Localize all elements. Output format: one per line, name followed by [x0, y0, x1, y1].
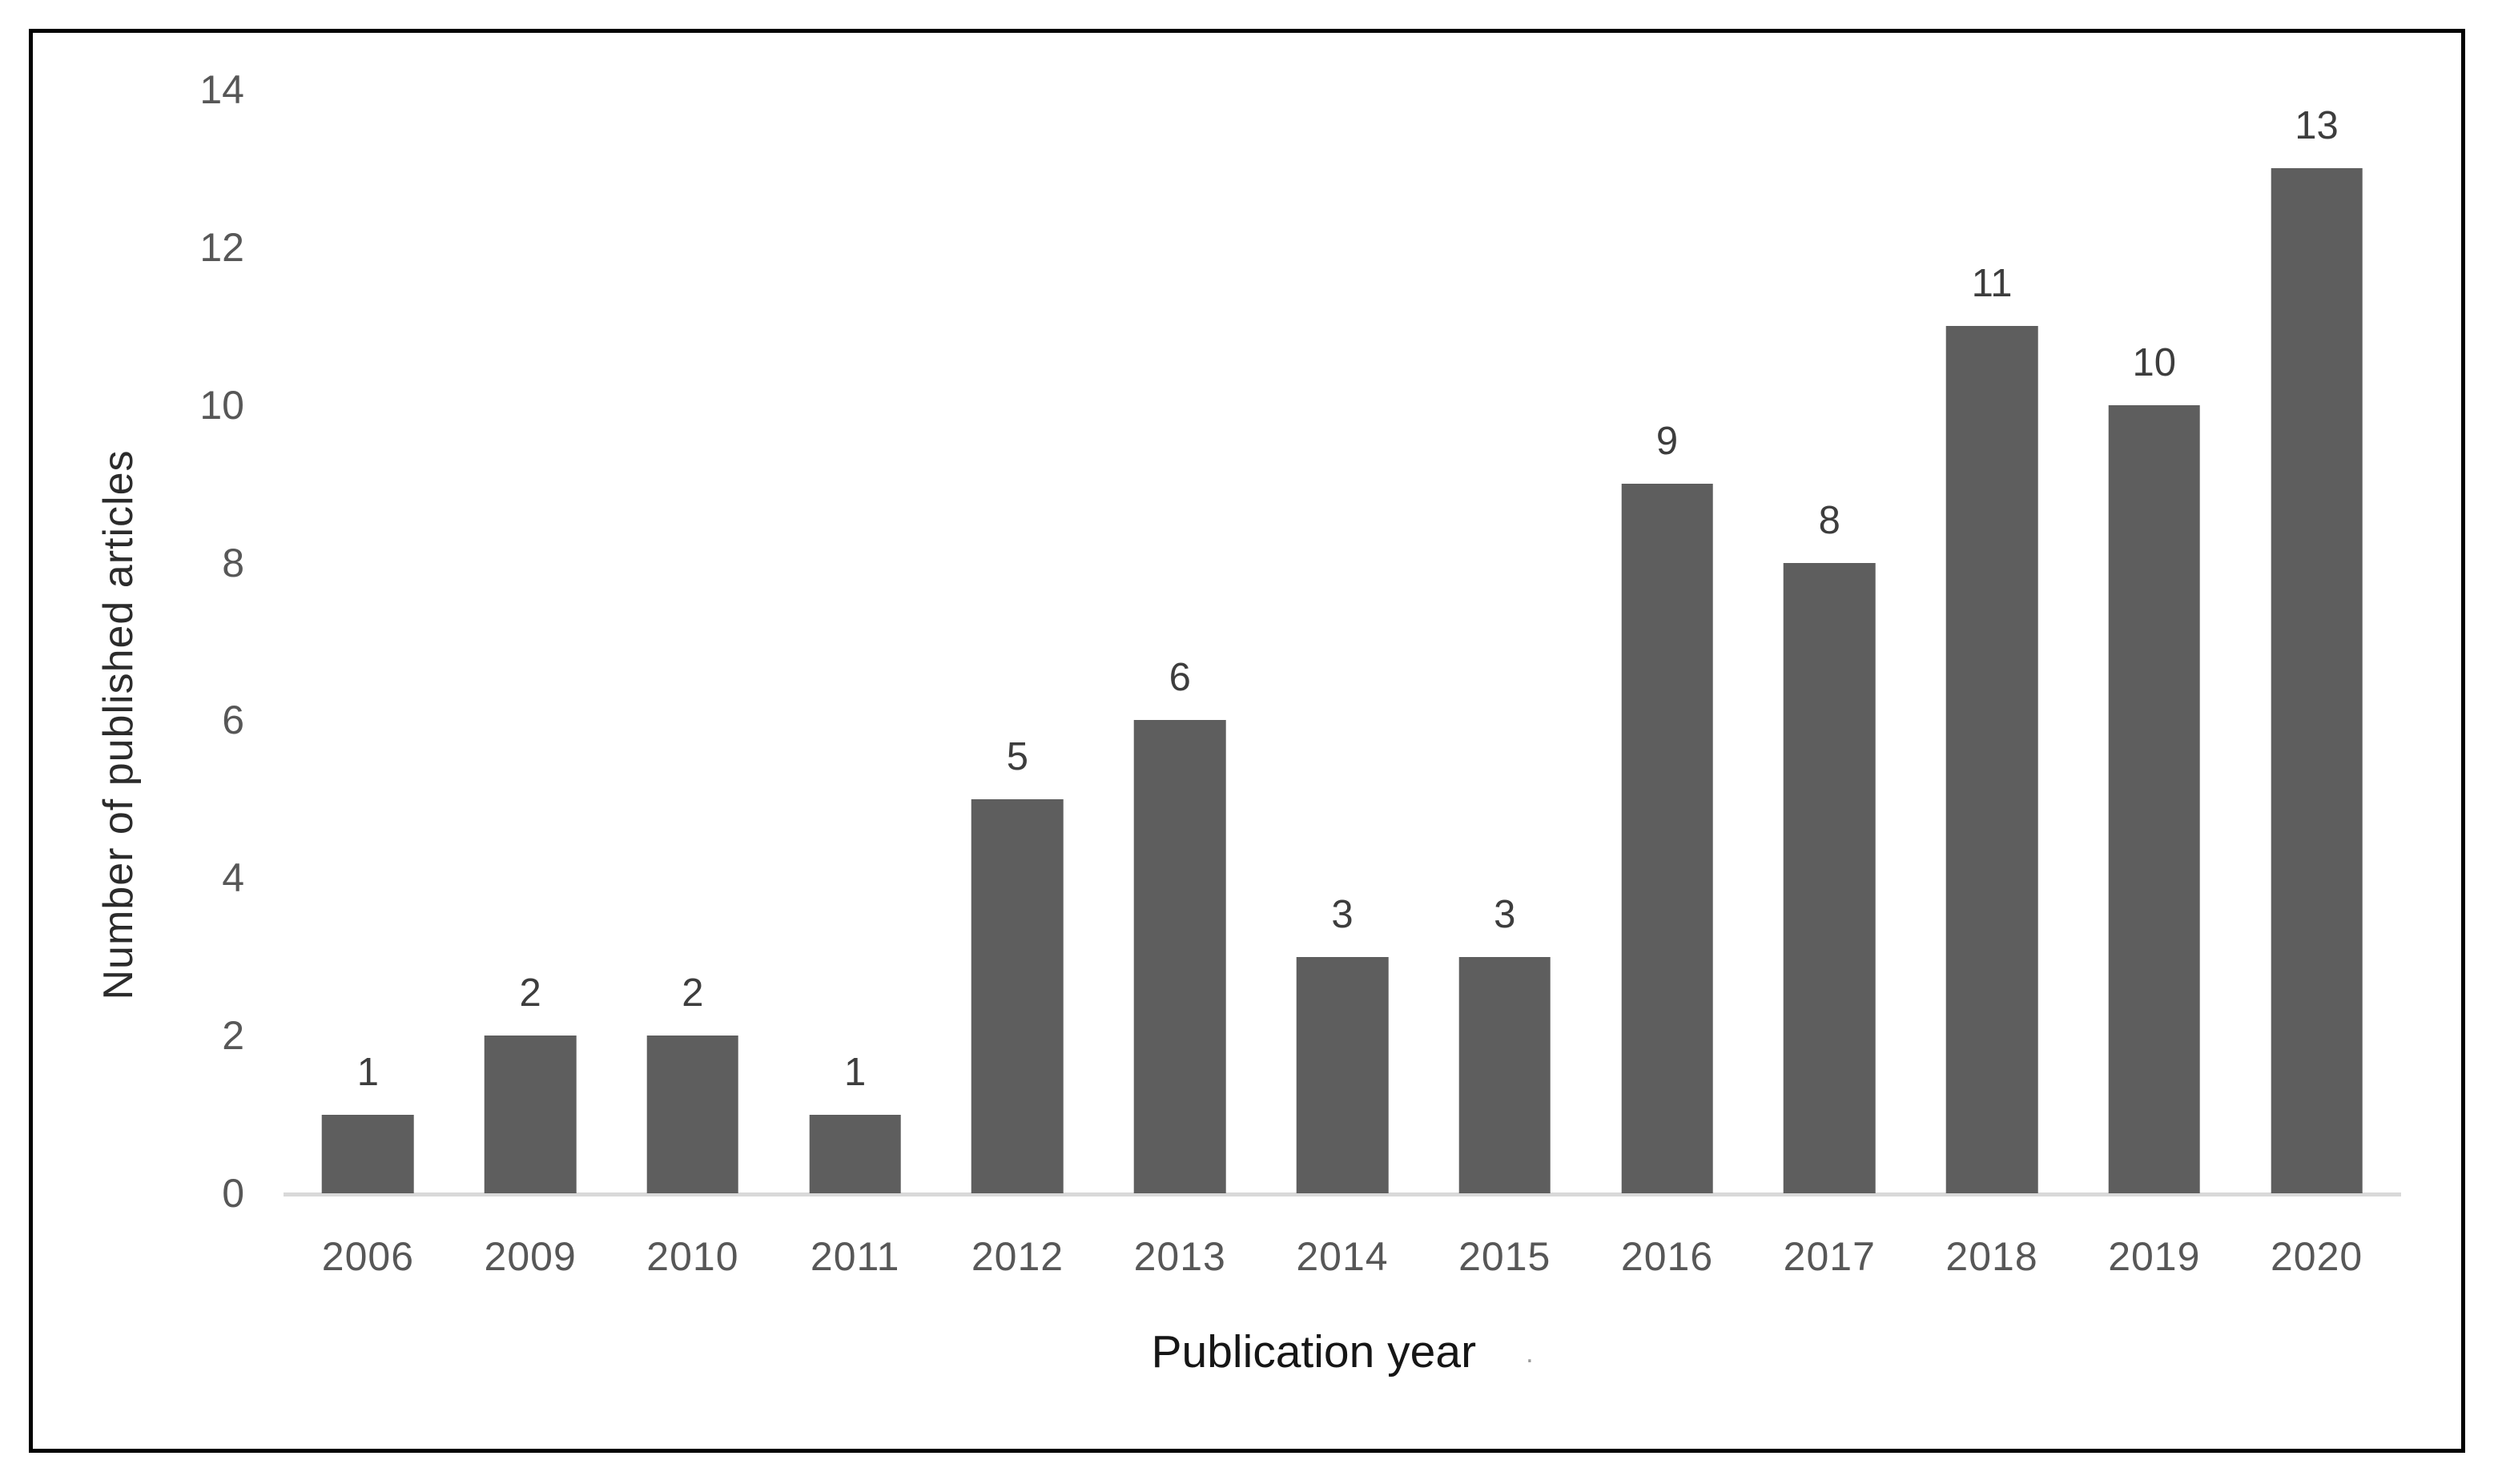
x-tick-label: 2013 — [1133, 1234, 1226, 1279]
y-tick-label: 8 — [222, 540, 244, 585]
bar — [2108, 404, 2201, 1193]
plot-area: 1 2 2 1 5 6 3 3 9 8 11 10 13 — [284, 90, 2401, 1196]
y-axis-tick-labels: 0 2 4 6 8 10 12 14 — [120, 70, 244, 1213]
bar-value-label: 10 — [2132, 340, 2177, 384]
bar — [1783, 562, 1876, 1193]
bar-cell: 1 — [774, 90, 936, 1193]
x-tick-label: 2011 — [810, 1234, 900, 1279]
bar-cell: 10 — [2073, 90, 2235, 1193]
bar-cell: 8 — [1748, 90, 1911, 1193]
bar-cell: 11 — [1911, 90, 2074, 1193]
x-tick-label: 2006 — [321, 1234, 414, 1279]
bar-cell: 2 — [449, 90, 612, 1193]
x-tick-label: 2019 — [2108, 1234, 2201, 1279]
bars-container: 1 2 2 1 5 6 3 3 9 8 11 10 13 — [287, 90, 2398, 1193]
bar-cell: 5 — [936, 90, 1099, 1193]
y-tick-label: 12 — [199, 224, 244, 270]
x-tick-label: 2010 — [646, 1234, 739, 1279]
bar — [1296, 956, 1389, 1193]
bar — [971, 798, 1064, 1193]
x-tick-label: 2015 — [1458, 1234, 1551, 1279]
x-tick-label: 2020 — [2270, 1234, 2363, 1279]
bar — [809, 1114, 901, 1193]
bar-value-label: 9 — [1655, 420, 1679, 464]
bar-value-label: 6 — [1169, 656, 1191, 700]
bar — [1133, 720, 1226, 1193]
chart-frame — [29, 29, 2465, 1453]
bar-value-label: 3 — [1331, 892, 1354, 936]
bar-value-label: 11 — [1971, 262, 2013, 306]
bar-cell: 9 — [1586, 90, 1748, 1193]
bar — [646, 1036, 739, 1193]
bar-value-label: 13 — [2295, 104, 2339, 148]
y-tick-label: 10 — [199, 382, 244, 428]
bar-value-label: 8 — [1818, 498, 1840, 542]
y-tick-label: 6 — [222, 698, 244, 743]
stray-mark: . — [1526, 1338, 1534, 1369]
x-axis-tick-labels: 2006 2009 2010 2011 2012 2013 2014 2015 2016 2017… — [287, 1233, 2398, 1280]
bar-value-label: 2 — [519, 971, 541, 1015]
bar — [1945, 326, 2038, 1193]
x-axis-title: Publication year — [1151, 1326, 1477, 1377]
bar-value-label: 3 — [1494, 892, 1516, 936]
x-axis-line — [284, 1192, 2401, 1196]
bar-cell: 6 — [1099, 90, 1261, 1193]
bar-cell: 3 — [1261, 90, 1424, 1193]
bar — [1458, 956, 1551, 1193]
y-tick-label: 0 — [222, 1171, 244, 1216]
bar-cell: 3 — [1423, 90, 1586, 1193]
y-tick-label: 2 — [222, 1013, 244, 1059]
x-tick-label: 2017 — [1783, 1234, 1876, 1279]
bar-cell: 1 — [287, 90, 449, 1193]
x-tick-label: 2009 — [484, 1234, 577, 1279]
y-tick-label: 14 — [199, 67, 244, 112]
bar-cell: 13 — [2235, 90, 2398, 1193]
bar-value-label: 1 — [356, 1050, 380, 1094]
bar — [484, 1036, 577, 1193]
x-tick-label: 2016 — [1620, 1234, 1714, 1279]
bar — [2271, 168, 2363, 1193]
x-tick-label: 2014 — [1296, 1234, 1389, 1279]
x-axis-title-row: Publication year. — [287, 1325, 2398, 1378]
bar-value-label: 5 — [1006, 734, 1029, 778]
bar — [1621, 484, 1713, 1193]
y-tick-label: 4 — [222, 855, 244, 901]
bar-cell: 2 — [612, 90, 774, 1193]
bar-value-label: 2 — [682, 971, 704, 1015]
x-tick-label: 2018 — [1945, 1234, 2038, 1279]
bar-value-label: 1 — [844, 1050, 867, 1094]
x-tick-label: 2012 — [971, 1234, 1064, 1279]
bar — [322, 1114, 414, 1193]
